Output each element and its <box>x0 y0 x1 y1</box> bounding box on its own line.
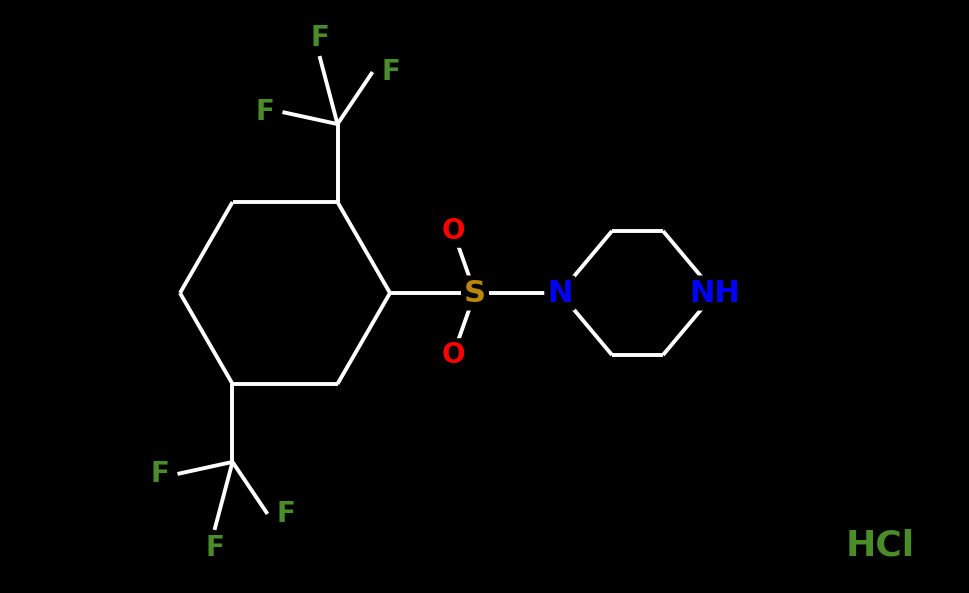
Text: S: S <box>463 279 485 308</box>
Text: N: N <box>547 279 572 308</box>
Text: F: F <box>381 58 399 86</box>
Text: O: O <box>441 217 464 245</box>
Text: NH: NH <box>689 279 739 308</box>
Text: HCl: HCl <box>845 528 914 562</box>
Text: F: F <box>150 460 169 488</box>
Text: F: F <box>276 500 295 528</box>
Text: O: O <box>441 341 464 369</box>
Text: F: F <box>310 24 328 52</box>
Text: F: F <box>204 534 224 562</box>
Text: F: F <box>255 98 273 126</box>
